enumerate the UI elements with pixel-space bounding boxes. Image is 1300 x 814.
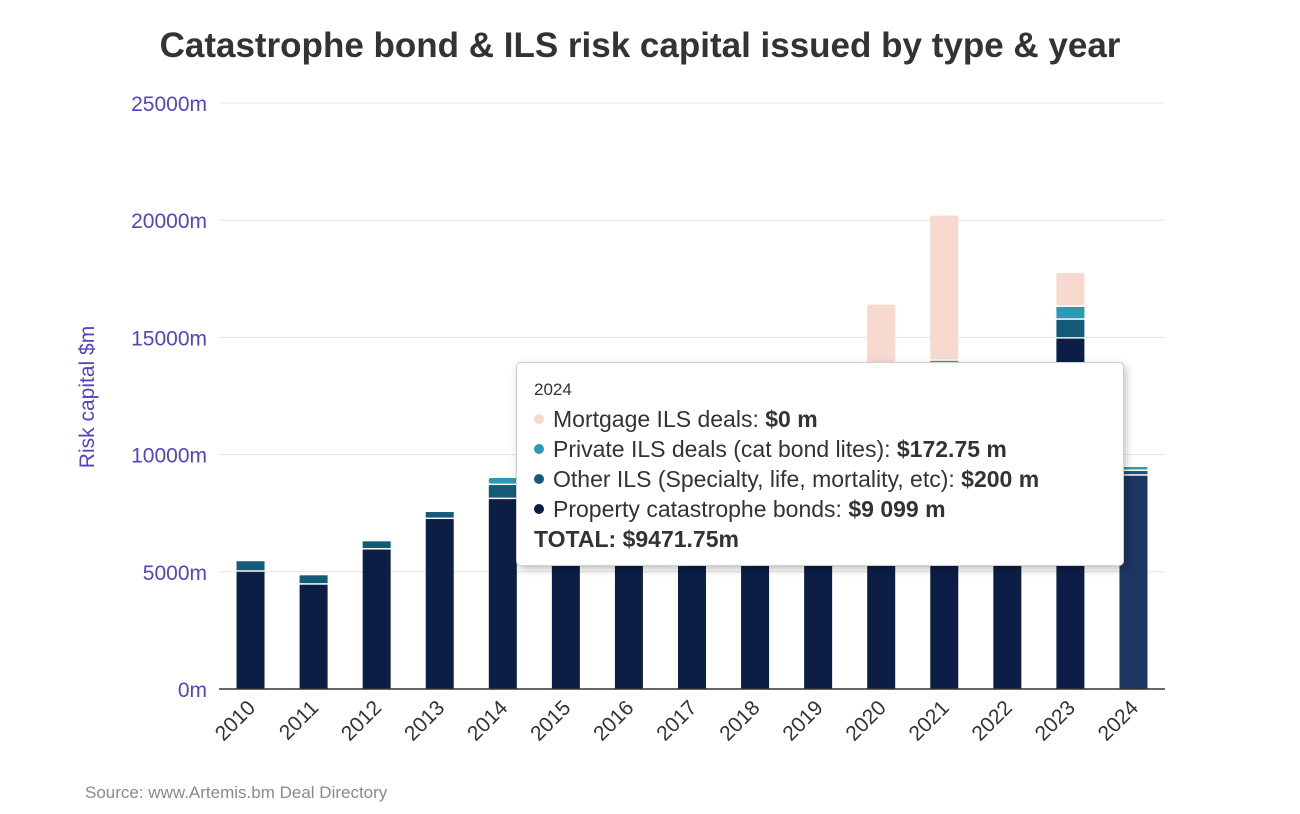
- tooltip-row-other: Other ILS (Specialty, life, mortality, e…: [534, 464, 1123, 494]
- other-legend-dot: [534, 473, 544, 484]
- x-tick-label: 2021: [905, 696, 954, 745]
- tooltip-row-private: Private ILS deals (cat bond lites): $172…: [534, 434, 1123, 464]
- tooltip-row-mortgage: Mortgage ILS deals: $0 m: [534, 404, 1123, 434]
- bar-other-2010[interactable]: [236, 561, 265, 571]
- bar-other-2012[interactable]: [362, 541, 391, 549]
- private-legend-dot: [534, 443, 544, 454]
- x-tick-label: 2013: [400, 696, 449, 745]
- bar-property-2024[interactable]: [1119, 475, 1148, 689]
- bar-private-2024[interactable]: [1119, 466, 1148, 470]
- tooltip-value: $0 m: [765, 406, 818, 432]
- tooltip-label: Property catastrophe bonds:: [553, 496, 849, 522]
- bar-property-2013[interactable]: [425, 519, 454, 689]
- y-axis-label: Risk capital $m: [76, 326, 99, 468]
- y-tick-label: 15000m: [131, 327, 207, 350]
- x-tick-label: 2012: [337, 696, 386, 745]
- bar-other-2011[interactable]: [299, 575, 328, 584]
- x-tick-label: 2017: [652, 696, 701, 745]
- bar-property-2010[interactable]: [236, 571, 265, 689]
- property-legend-dot: [534, 503, 544, 514]
- y-tick-label: 5000m: [143, 562, 207, 585]
- tooltip-row-property: Property catastrophe bonds: $9 099 m: [534, 494, 1123, 524]
- tooltip-value: $172.75 m: [896, 436, 1007, 462]
- x-tick-label: 2011: [275, 696, 323, 744]
- tooltip: 2024 Mortgage ILS deals: $0 m Private IL…: [516, 362, 1124, 566]
- bar-property-2014[interactable]: [488, 499, 517, 689]
- bar-property-2016[interactable]: [614, 548, 643, 689]
- bar-mortgage-2021[interactable]: [930, 215, 959, 360]
- bar-other-2014[interactable]: [488, 485, 517, 498]
- x-tick-label: 2010: [211, 696, 260, 745]
- y-tick-label: 0m: [178, 679, 207, 702]
- x-tick-label: 2023: [1031, 696, 1080, 745]
- bar-private-2014[interactable]: [488, 478, 517, 484]
- x-tick-label: 2019: [778, 696, 827, 745]
- tooltip-label: Private ILS deals (cat bond lites):: [553, 436, 897, 462]
- mortgage-legend-dot: [534, 413, 544, 424]
- bar-other-2023[interactable]: [1056, 319, 1085, 338]
- y-tick-label: 10000m: [131, 445, 207, 468]
- x-tick-label: 2022: [968, 696, 1017, 745]
- x-tick-label: 2014: [463, 696, 513, 746]
- tooltip-value: $9 099 m: [848, 496, 946, 522]
- bar-property-2012[interactable]: [362, 549, 391, 689]
- x-tick-label: 2015: [526, 696, 575, 745]
- tooltip-total: TOTAL: $9471.75m: [534, 526, 739, 552]
- bar-mortgage-2023[interactable]: [1056, 272, 1085, 306]
- tooltip-label: Other ILS (Specialty, life, mortality, e…: [553, 466, 962, 492]
- bar-other-2024[interactable]: [1119, 471, 1148, 475]
- x-tick-label: 2024: [1094, 696, 1144, 746]
- x-tick-label: 2016: [589, 696, 638, 745]
- x-tick-label: 2020: [841, 696, 890, 745]
- tooltip-label: Mortgage ILS deals:: [553, 406, 766, 432]
- tooltip-year: 2024: [534, 380, 572, 399]
- bar-property-2011[interactable]: [299, 584, 328, 689]
- chart-title: Catastrophe bond & ILS risk capital issu…: [159, 26, 1121, 65]
- source-note: Source: www.Artemis.bm Deal Directory: [85, 783, 388, 802]
- x-tick-label: 2018: [715, 696, 764, 745]
- bar-private-2023[interactable]: [1056, 306, 1085, 319]
- tooltip-value: $200 m: [961, 466, 1040, 492]
- bar-other-2013[interactable]: [425, 512, 454, 518]
- y-tick-label: 20000m: [131, 210, 207, 233]
- y-tick-label: 25000m: [131, 93, 207, 116]
